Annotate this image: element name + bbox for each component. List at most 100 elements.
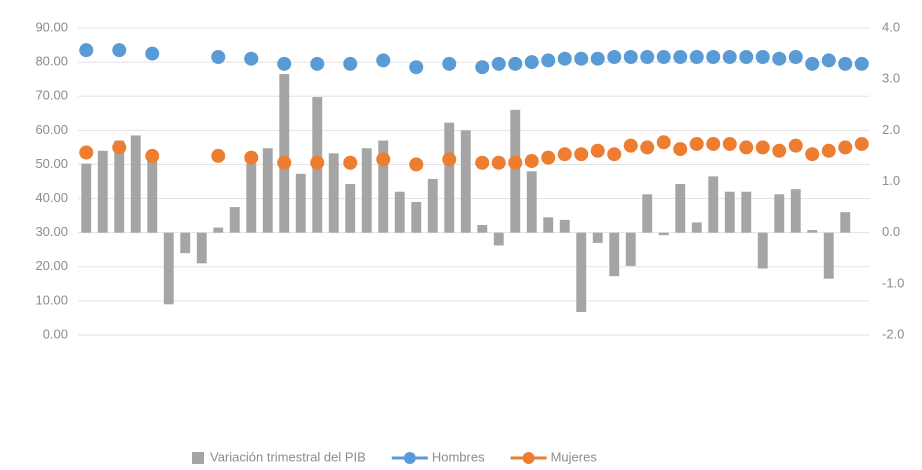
bar [807,230,818,233]
bar [757,232,768,269]
point [508,155,523,170]
y-tick-label: 40.00 [35,190,68,205]
bar [460,130,471,233]
bar [592,232,603,243]
point [475,155,490,170]
point [640,140,655,155]
bar [378,140,389,233]
point [640,49,655,64]
bar [708,176,719,233]
y2-tick-label: 0.0 [882,224,900,239]
bar [559,219,570,233]
point [623,49,638,64]
legend-swatch [403,452,416,464]
y-tick-label: 20.00 [35,258,68,273]
point [145,46,160,61]
point [343,155,358,170]
bar [642,194,653,233]
bar [279,74,290,233]
bar [774,194,785,233]
point [244,51,259,66]
bar [196,232,207,264]
point [557,51,572,66]
point [805,147,820,162]
bar [477,224,488,233]
point [772,143,787,158]
legend-label: Mujeres [551,449,598,464]
bar [526,171,537,233]
point [79,43,94,58]
bar [394,191,405,233]
bar [213,227,224,233]
point [722,49,737,64]
bar [130,135,141,233]
point [409,60,424,75]
y2-tick-label: 2.0 [882,122,900,137]
point [491,155,506,170]
point [524,154,539,169]
bar [180,232,191,254]
bar [543,217,554,233]
point [475,60,490,75]
y-tick-label: 0.00 [43,326,68,341]
bar [345,184,356,233]
bar [262,148,273,233]
bar [790,189,801,233]
point [739,140,754,155]
point [541,150,556,165]
bar [229,207,240,233]
point [574,147,589,162]
bar [658,232,669,236]
point [277,155,292,170]
point [838,140,853,155]
bar [361,148,372,233]
legend-swatch [192,452,204,464]
point [343,56,358,71]
point [623,138,638,153]
point [656,49,671,64]
y-tick-label: 30.00 [35,224,68,239]
y2-tick-label: -1.0 [882,275,904,290]
point [772,51,787,66]
point [854,136,869,151]
point [557,147,572,162]
point [854,56,869,71]
point [788,138,803,153]
point [211,148,226,163]
point [689,49,704,64]
point [788,49,803,64]
bar [411,201,422,233]
point [310,155,325,170]
legend-swatch [522,452,535,464]
point [244,150,259,165]
bar [840,212,851,233]
y-tick-label: 70.00 [35,88,68,103]
point [491,56,506,71]
bar [741,191,752,233]
bar [147,153,158,233]
bar [724,191,735,233]
point [590,51,605,66]
point [673,49,688,64]
point [442,152,457,167]
point [508,56,523,71]
point [310,56,325,71]
point [805,56,820,71]
bar [823,232,834,279]
y-tick-label: 50.00 [35,156,68,171]
bar [163,232,174,305]
point [112,140,127,155]
bar [510,109,521,233]
point [706,49,721,64]
point [277,56,292,71]
y2-tick-label: 3.0 [882,71,900,86]
point [376,53,391,68]
bar [576,232,587,312]
bar [328,153,339,233]
point [755,49,770,64]
bar [609,232,620,277]
point [755,140,770,155]
bar [81,163,92,233]
y2-tick-label: -2.0 [882,326,904,341]
y-tick-label: 80.00 [35,54,68,69]
